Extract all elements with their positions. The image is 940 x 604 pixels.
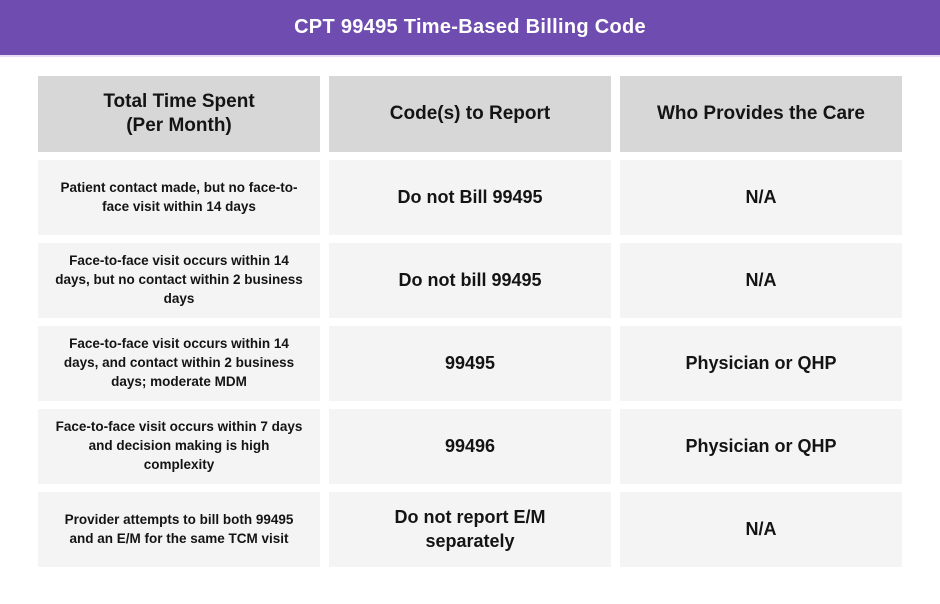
row-4-provider-cell: Physician or QHP <box>620 409 902 484</box>
row-1-provider-cell: N/A <box>620 160 902 235</box>
title-banner: CPT 99495 Time-Based Billing Code <box>0 0 940 57</box>
page-title: CPT 99495 Time-Based Billing Code <box>294 16 646 38</box>
column-header-time-spent: Total Time Spent (Per Month) <box>38 76 320 152</box>
row-1-time-spent-cell: Patient contact made, but no face-to-fac… <box>38 160 320 235</box>
row-2-provider-cell: N/A <box>620 243 902 318</box>
column-header-codes-to-report: Code(s) to Report <box>329 76 611 152</box>
row-3-time-spent-cell: Face-to-face visit occurs within 14 days… <box>38 326 320 401</box>
row-3-code-cell: 99495 <box>329 326 611 401</box>
column-header-who-provides-care: Who Provides the Care <box>620 76 902 152</box>
row-5-time-spent-cell: Provider attempts to bill both 99495 and… <box>38 492 320 567</box>
row-5-code-cell: Do not report E/M separately <box>329 492 611 567</box>
row-3-provider-cell: Physician or QHP <box>620 326 902 401</box>
row-2-time-spent-cell: Face-to-face visit occurs within 14 days… <box>38 243 320 318</box>
row-4-time-spent-cell: Face-to-face visit occurs within 7 days … <box>38 409 320 484</box>
row-1-code-cell: Do not Bill 99495 <box>329 160 611 235</box>
row-5-provider-cell: N/A <box>620 492 902 567</box>
row-2-code-cell: Do not bill 99495 <box>329 243 611 318</box>
billing-code-table: Total Time Spent (Per Month) Code(s) to … <box>38 76 902 567</box>
row-4-code-cell: 99496 <box>329 409 611 484</box>
